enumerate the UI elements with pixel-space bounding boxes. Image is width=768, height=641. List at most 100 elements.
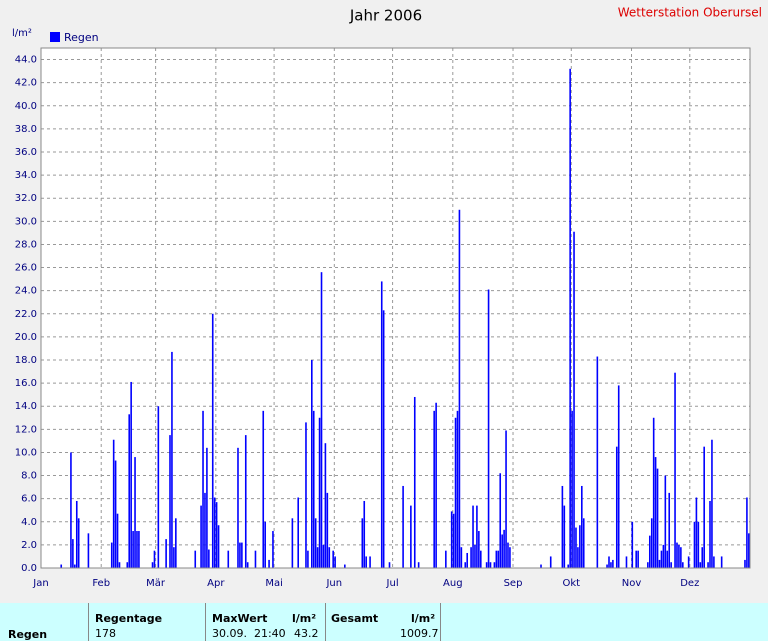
bar: [305, 422, 307, 568]
bar: [334, 556, 336, 568]
bar: [680, 547, 682, 568]
bar: [217, 525, 220, 568]
bar: [637, 550, 639, 568]
bar: [569, 68, 571, 569]
bar: [606, 564, 608, 568]
bar: [417, 562, 420, 568]
separator: [205, 603, 206, 641]
cell: 178: [95, 627, 116, 640]
bar: [316, 547, 319, 568]
bar: [130, 381, 132, 568]
bar: [264, 521, 266, 568]
bar: [612, 559, 614, 568]
bar: [369, 556, 371, 568]
bar: [326, 492, 329, 568]
bar: [466, 552, 468, 568]
bar: [650, 518, 653, 568]
separator: [88, 603, 89, 641]
legend-label: Regen: [64, 31, 99, 44]
bar: [365, 556, 367, 568]
bar: [227, 550, 230, 568]
bar: [479, 550, 482, 568]
bar: [647, 562, 649, 568]
bar: [110, 542, 113, 568]
bar: [687, 556, 690, 568]
bar: [608, 556, 610, 568]
bar: [307, 550, 309, 568]
bar: [268, 559, 270, 568]
bar: [70, 452, 72, 568]
bar: [489, 562, 492, 568]
bar: [503, 529, 505, 568]
bar: [709, 500, 711, 568]
bar: [211, 313, 214, 568]
bar: [87, 533, 90, 568]
separator: [325, 603, 326, 641]
bar: [699, 562, 702, 568]
bar: [662, 544, 665, 568]
bar: [470, 547, 472, 568]
y-tick-label: 44.0: [15, 55, 37, 66]
bar: [128, 414, 131, 568]
bar: [134, 457, 136, 568]
y-axis-unit: l/m²: [12, 28, 32, 39]
y-tick-label: 4.0: [21, 517, 37, 528]
bar: [678, 544, 680, 568]
bar: [208, 549, 210, 568]
bar: [136, 531, 138, 568]
bar: [311, 360, 313, 568]
y-tick-label: 18.0: [15, 355, 37, 366]
bar: [549, 556, 552, 568]
summary-table: Regentage MaxWert l/m² Gesamt l/m² Regen…: [0, 603, 768, 641]
bar: [656, 468, 659, 568]
bar: [194, 550, 197, 568]
bar: [450, 511, 453, 568]
bar: [410, 505, 412, 568]
bar: [703, 446, 705, 568]
bar: [241, 542, 243, 568]
bar: [312, 410, 315, 568]
bar: [697, 521, 700, 568]
bar: [635, 550, 637, 568]
bar: [693, 521, 696, 568]
bar: [615, 446, 618, 568]
legend-swatch: [50, 32, 60, 42]
x-tick-label: Jun: [325, 578, 342, 589]
bar: [202, 410, 204, 568]
bar: [579, 525, 581, 568]
bar: [631, 521, 634, 568]
bar: [382, 310, 385, 568]
bar: [153, 550, 156, 568]
bar: [493, 562, 496, 568]
bar: [707, 562, 709, 568]
y-tick-label: 34.0: [15, 170, 37, 181]
bar: [563, 505, 566, 568]
y-tick-label: 40.0: [15, 101, 37, 112]
bar: [112, 439, 115, 568]
y-tick-label: 36.0: [15, 147, 37, 158]
bar: [497, 550, 500, 568]
y-tick-label: 24.0: [15, 286, 37, 297]
x-tick-label: Jul: [386, 578, 399, 589]
bar: [151, 562, 154, 568]
bar: [720, 556, 723, 568]
bar: [674, 372, 676, 568]
bar: [132, 531, 134, 568]
y-tick-label: 6.0: [21, 494, 37, 505]
bar: [215, 502, 218, 568]
bar: [380, 281, 383, 568]
cell: 30.09. 21:40: [212, 627, 286, 640]
bar: [701, 547, 704, 568]
bar: [239, 542, 241, 568]
bar: [138, 531, 140, 568]
bar: [668, 492, 671, 568]
x-tick-label: Dez: [680, 578, 699, 589]
bar: [165, 539, 167, 568]
bar: [363, 500, 366, 568]
station: Wetterstation Oberursel: [618, 6, 762, 20]
bar: [573, 231, 575, 568]
bar: [596, 356, 599, 568]
x-tick-label: Feb: [92, 578, 110, 589]
header: l/m²: [411, 612, 436, 625]
header: MaxWert: [212, 612, 268, 625]
